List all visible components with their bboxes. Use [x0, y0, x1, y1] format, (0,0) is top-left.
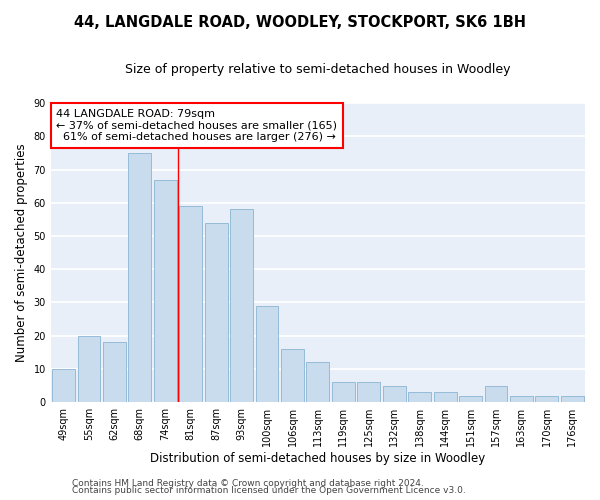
- Bar: [408, 392, 431, 402]
- Bar: [332, 382, 355, 402]
- Bar: [459, 396, 482, 402]
- Bar: [561, 396, 584, 402]
- Bar: [205, 222, 227, 402]
- Bar: [485, 386, 508, 402]
- Bar: [154, 180, 177, 402]
- Bar: [510, 396, 533, 402]
- Text: Contains public sector information licensed under the Open Government Licence v3: Contains public sector information licen…: [72, 486, 466, 495]
- Bar: [307, 362, 329, 402]
- Bar: [281, 349, 304, 402]
- Title: Size of property relative to semi-detached houses in Woodley: Size of property relative to semi-detach…: [125, 62, 511, 76]
- Bar: [358, 382, 380, 402]
- Bar: [179, 206, 202, 402]
- Bar: [230, 210, 253, 402]
- X-axis label: Distribution of semi-detached houses by size in Woodley: Distribution of semi-detached houses by …: [150, 452, 485, 465]
- Bar: [52, 369, 75, 402]
- Bar: [256, 306, 278, 402]
- Bar: [434, 392, 457, 402]
- Bar: [535, 396, 558, 402]
- Bar: [128, 153, 151, 402]
- Bar: [383, 386, 406, 402]
- Text: Contains HM Land Registry data © Crown copyright and database right 2024.: Contains HM Land Registry data © Crown c…: [72, 478, 424, 488]
- Text: 44 LANGDALE ROAD: 79sqm
← 37% of semi-detached houses are smaller (165)
  61% of: 44 LANGDALE ROAD: 79sqm ← 37% of semi-de…: [56, 109, 337, 142]
- Y-axis label: Number of semi-detached properties: Number of semi-detached properties: [15, 144, 28, 362]
- Bar: [77, 336, 100, 402]
- Bar: [103, 342, 126, 402]
- Text: 44, LANGDALE ROAD, WOODLEY, STOCKPORT, SK6 1BH: 44, LANGDALE ROAD, WOODLEY, STOCKPORT, S…: [74, 15, 526, 30]
